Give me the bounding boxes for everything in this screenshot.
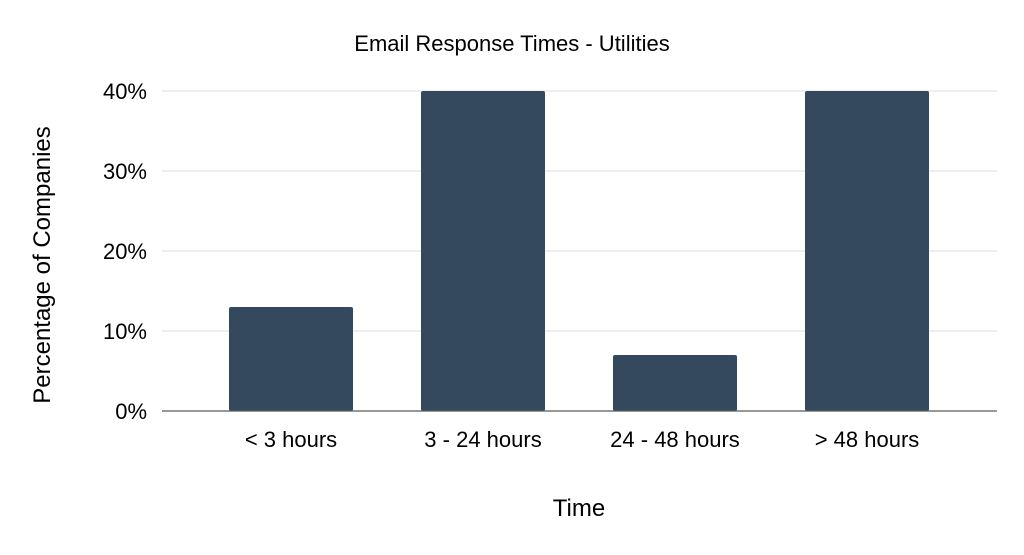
x-tick-label: 3 - 24 hours xyxy=(424,427,541,452)
x-tick-label: < 3 hours xyxy=(245,427,337,452)
y-tick-label: 20% xyxy=(103,239,147,264)
y-tick-label: 0% xyxy=(115,399,147,424)
y-axis-title: Percentage of Companies xyxy=(29,126,56,404)
x-axis-title: Time xyxy=(553,495,605,522)
bars xyxy=(229,91,929,411)
y-tick-label: 10% xyxy=(103,319,147,344)
chart-title: Email Response Times - Utilities xyxy=(354,31,669,56)
bar xyxy=(613,355,737,411)
y-axis-ticks: 0% 10% 20% 30% 40% xyxy=(103,79,147,424)
bar xyxy=(229,307,353,411)
bar xyxy=(421,91,545,411)
x-axis-ticks: < 3 hours 3 - 24 hours 24 - 48 hours > 48 h… xyxy=(245,427,919,452)
y-tick-label: 30% xyxy=(103,159,147,184)
x-tick-label: > 48 hours xyxy=(815,427,920,452)
x-tick-label: 24 - 48 hours xyxy=(610,427,740,452)
y-tick-label: 40% xyxy=(103,79,147,104)
bar xyxy=(805,91,929,411)
